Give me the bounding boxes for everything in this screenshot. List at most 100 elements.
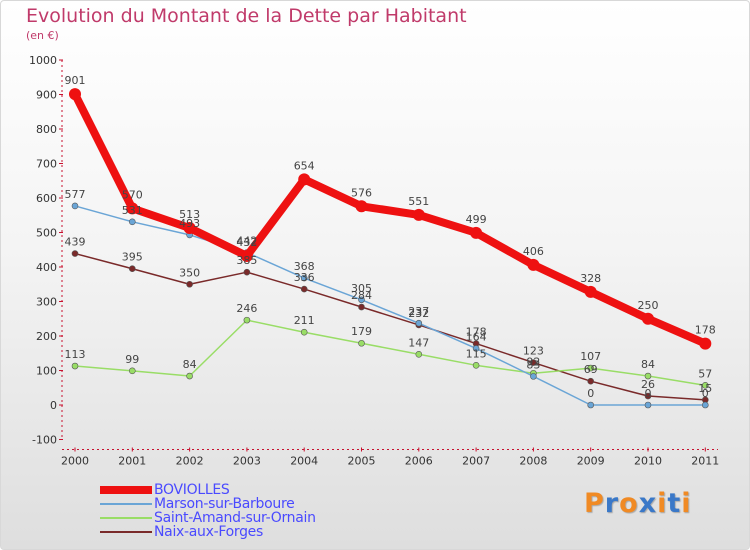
x-tick-label: 2002 xyxy=(176,455,204,468)
data-point xyxy=(470,226,483,239)
data-point xyxy=(129,265,136,273)
data-label: 350 xyxy=(179,266,200,279)
data-label: 328 xyxy=(580,272,601,285)
data-label: 26 xyxy=(641,378,655,391)
y-tick-label: 900 xyxy=(36,89,57,102)
data-point xyxy=(129,367,136,375)
data-label: 164 xyxy=(466,330,487,343)
data-label: 115 xyxy=(466,347,487,360)
x-tick-label: 2005 xyxy=(348,455,376,468)
x-tick-label: 2001 xyxy=(118,455,146,468)
data-label: 576 xyxy=(351,186,372,199)
data-label: 179 xyxy=(351,325,372,338)
data-label: 336 xyxy=(294,271,315,284)
data-label: 385 xyxy=(236,254,257,267)
data-point xyxy=(71,202,79,210)
data-point xyxy=(472,345,480,352)
series-line-1 xyxy=(74,205,707,406)
data-point xyxy=(300,328,308,336)
x-tick-label: 2008 xyxy=(519,455,547,468)
data-point xyxy=(587,364,595,372)
x-tick-label: 2004 xyxy=(290,455,318,468)
data-label: 432 xyxy=(236,236,257,249)
data-label: 551 xyxy=(408,195,429,208)
chart-title: Evolution du Montant de la Dette par Hab… xyxy=(26,5,467,27)
data-point xyxy=(186,372,193,380)
data-label: 499 xyxy=(466,213,487,226)
data-label: 901 xyxy=(65,74,86,87)
axes: -100010020030040050060070080090010002000… xyxy=(29,54,719,468)
data-point xyxy=(644,401,652,409)
data-labels: 439 395 350 385 336 284 232 178 123 69 26 15 113 99 84… xyxy=(65,74,716,400)
logo-letter: P xyxy=(584,488,605,519)
data-label: 531 xyxy=(122,204,143,217)
data-point xyxy=(69,88,81,101)
logo-letter: i xyxy=(681,488,692,519)
y-tick-label: 1000 xyxy=(29,54,57,67)
data-point xyxy=(71,250,79,257)
data-label: 442 xyxy=(236,235,257,248)
data-point xyxy=(243,316,251,324)
y-tick-label: 500 xyxy=(36,227,57,240)
x-tick-label: 2003 xyxy=(233,455,261,468)
data-point xyxy=(644,392,652,400)
data-point xyxy=(300,274,308,282)
data-point xyxy=(186,280,193,288)
data-point xyxy=(240,249,253,262)
data-label: 368 xyxy=(294,260,315,273)
data-label: 570 xyxy=(122,188,143,201)
legend-swatch xyxy=(100,531,152,533)
x-tick-label: 2006 xyxy=(405,455,433,468)
data-point xyxy=(527,258,540,271)
data-label: 395 xyxy=(122,251,143,264)
data-label: 654 xyxy=(294,159,315,172)
data-label: 513 xyxy=(179,208,200,221)
legend-label: BOVIOLLES xyxy=(154,482,230,498)
series-layer xyxy=(69,88,712,409)
legend-label: Marson-sur-Barboure xyxy=(154,496,295,512)
x-tick-label: 2011 xyxy=(691,455,719,468)
y-tick-label: 700 xyxy=(36,158,57,171)
y-tick-label: 600 xyxy=(36,192,57,205)
data-point xyxy=(701,382,709,389)
data-label: 178 xyxy=(466,326,487,339)
legend-label: Saint-Amand-sur-Ornain xyxy=(154,510,316,526)
data-label: 84 xyxy=(641,358,655,371)
data-label: 250 xyxy=(638,299,659,312)
data-label: 577 xyxy=(65,188,86,201)
data-point xyxy=(183,222,196,235)
data-point xyxy=(587,377,595,385)
y-tick-label: 800 xyxy=(36,123,57,136)
logo-letter: r xyxy=(604,488,620,519)
y-tick-label: 100 xyxy=(36,365,57,378)
data-label: 305 xyxy=(351,282,372,295)
data-label: 107 xyxy=(580,350,601,363)
data-label: 83 xyxy=(526,358,540,371)
logo-letter: i xyxy=(657,488,668,519)
data-label: 0 xyxy=(702,387,709,400)
data-label: 113 xyxy=(65,348,86,361)
data-label: 147 xyxy=(408,336,429,349)
series-line-2 xyxy=(74,319,707,387)
data-point xyxy=(415,350,423,358)
x-tick-label: 2009 xyxy=(577,455,605,468)
data-point xyxy=(300,285,308,293)
data-label: 439 xyxy=(65,236,86,249)
data-point xyxy=(355,200,368,213)
data-point xyxy=(472,362,480,369)
data-label: 232 xyxy=(408,307,429,320)
legend-label: Naix-aux-Forges xyxy=(154,524,263,540)
data-point xyxy=(129,218,136,226)
data-point xyxy=(126,202,139,215)
data-point xyxy=(530,359,537,366)
data-point xyxy=(530,373,537,380)
data-point xyxy=(584,285,597,298)
data-label: 99 xyxy=(125,353,139,366)
logo-letter: o xyxy=(619,488,639,519)
data-label: 0 xyxy=(587,387,594,400)
y-tick-label: 300 xyxy=(36,296,57,309)
data-point xyxy=(701,401,709,409)
data-label: 237 xyxy=(408,305,429,318)
